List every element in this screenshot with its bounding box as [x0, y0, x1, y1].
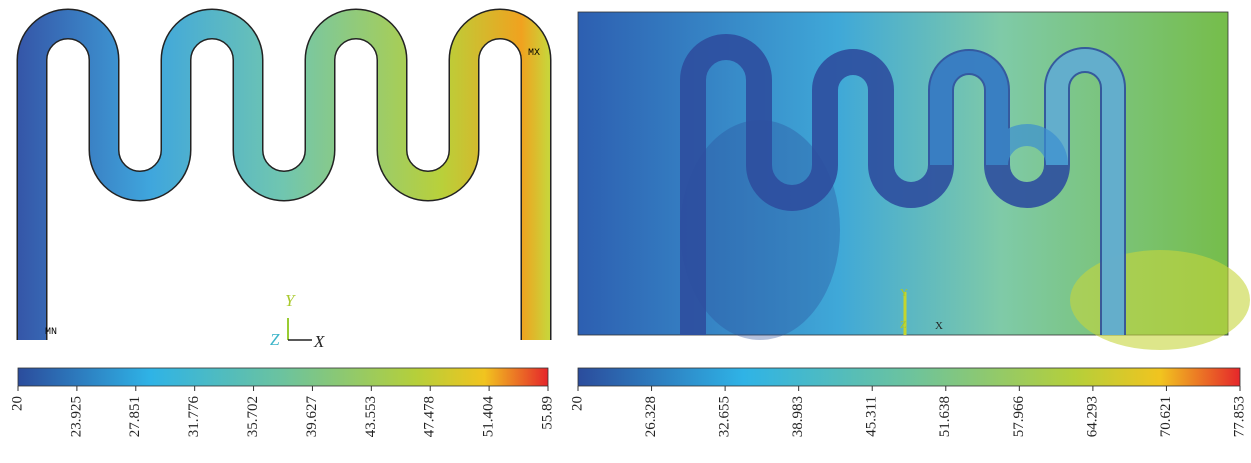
axis-x-label: X: [313, 332, 325, 351]
figure: MN MX Y Z X Y Z X 20 23.925 27.851 31.776 35…: [0, 0, 1251, 463]
tick-label: 43.553: [363, 396, 379, 437]
tick-label: 20: [9, 396, 25, 411]
tick-label: 27.851: [127, 396, 143, 437]
axis-y-label: Y: [285, 291, 296, 310]
tick-label: 20: [569, 396, 585, 411]
tick-label: 51.638: [937, 396, 953, 437]
tick-label: 57.966: [1011, 396, 1027, 438]
tick-label: 64.293: [1084, 396, 1100, 437]
tick-label: 26.328: [643, 396, 659, 437]
tick-label: 23.925: [68, 396, 84, 437]
tick-label: 77.853: [1231, 396, 1247, 437]
right-contour: Y Z X: [578, 12, 1250, 350]
tick-label: 51.404: [481, 396, 497, 438]
axis-z-label: Z: [900, 319, 907, 331]
tick-label: 39.627: [304, 396, 320, 438]
min-marker: MN: [45, 327, 57, 338]
tick-label: 55.89: [539, 396, 555, 430]
tick-label: 31.776: [186, 396, 202, 438]
tick-label: 47.478: [422, 396, 438, 437]
axis-z-label: Z: [270, 330, 280, 349]
tick-label: 70.621: [1158, 396, 1174, 437]
colorbar-ticks: 20 23.925 27.851 31.776 35.702 39.627 43.553 47…: [9, 386, 1247, 437]
max-marker: MX: [528, 48, 540, 59]
left-contour: MN MX Y Z X: [32, 24, 540, 351]
axis-y-label: Y: [900, 287, 908, 299]
tick-label: 32.655: [717, 396, 733, 437]
tick-label: 45.311: [864, 396, 880, 437]
tick-label: 35.702: [245, 396, 261, 437]
colorbar: [578, 368, 1240, 386]
axis-x-label: X: [935, 320, 943, 332]
colorbar: [18, 368, 548, 386]
tick-label: 38.983: [790, 396, 806, 437]
